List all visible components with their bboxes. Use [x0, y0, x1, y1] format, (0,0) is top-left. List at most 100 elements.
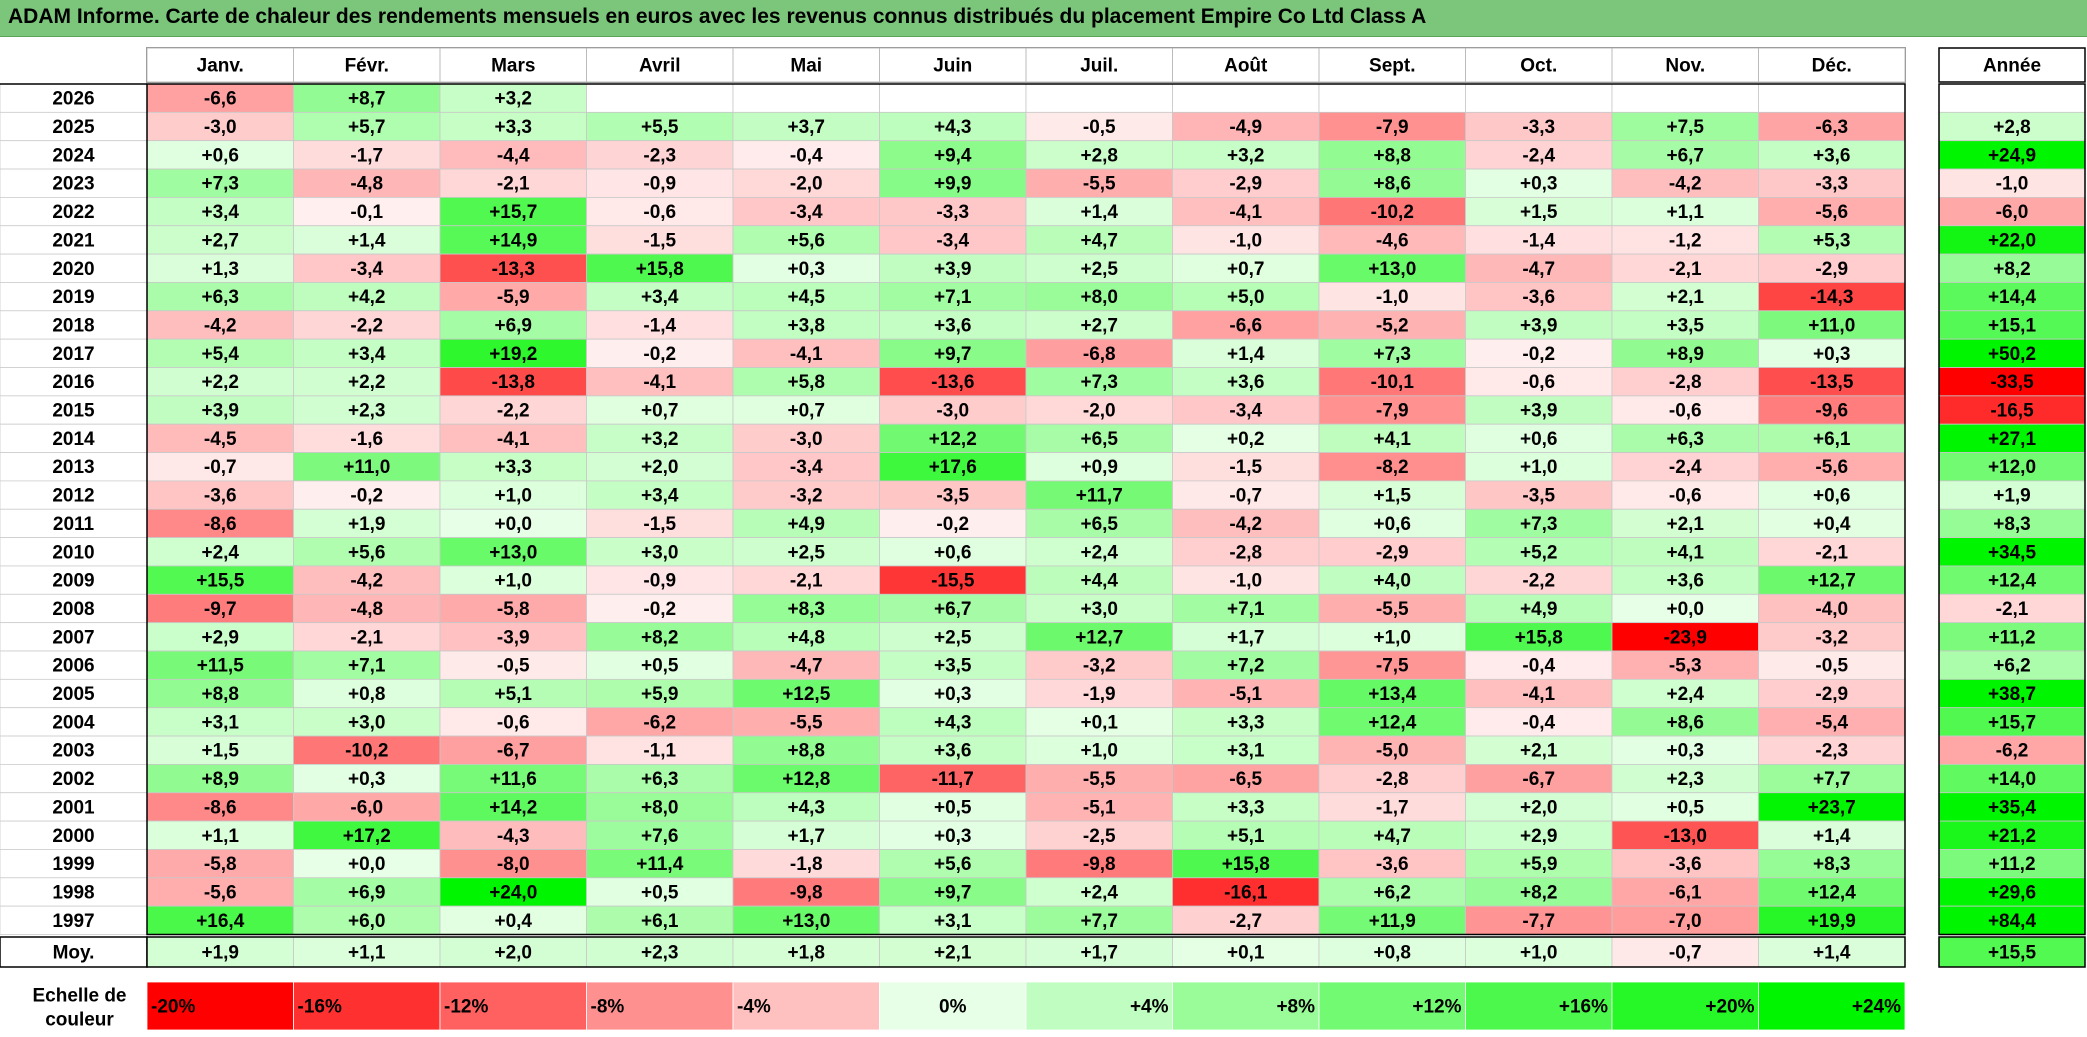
scale-value: -4%	[737, 997, 771, 1018]
chart-title: ADAM Informe. Carte de chaleur des rende…	[8, 5, 1427, 28]
cell-value: -2,1	[497, 174, 530, 195]
heatmap-cell	[439, 423, 587, 453]
heatmap-cell	[1172, 593, 1320, 624]
cell-value: +2,1	[1520, 741, 1558, 762]
cell-value: +8,3	[1813, 854, 1851, 875]
month-header-cell	[1758, 47, 1906, 83]
heatmap-cell	[1318, 111, 1466, 142]
cell-value: -7,9	[1376, 401, 1409, 422]
cell-value: -2,9	[1229, 174, 1262, 195]
annual-cell	[1938, 905, 2086, 935]
scale-swatch	[1611, 981, 1759, 1031]
cell-value: +3,0	[1080, 599, 1118, 620]
annual-value: +12,4	[1988, 571, 2037, 592]
cell-value: -1,9	[1083, 684, 1116, 705]
heatmap-cell	[293, 593, 441, 624]
heatmap-cell	[293, 338, 441, 368]
cell-value: -7,0	[1669, 911, 1702, 932]
heatmap-cell	[732, 225, 880, 255]
cell-value: -1,8	[790, 854, 823, 875]
cell-value: -4,0	[1815, 599, 1848, 620]
cell-value: +1,0	[494, 486, 532, 507]
month-header-label: Août	[1224, 56, 1268, 77]
month-header-label: Juin	[933, 56, 972, 77]
cell-value: -3,2	[1083, 656, 1116, 677]
heatmap-cell	[879, 622, 1027, 652]
cell-value: -13,5	[1810, 372, 1854, 393]
cell-value: -2,4	[1669, 457, 1702, 478]
year-label: 2023	[52, 174, 94, 195]
cell-value: -5,5	[1376, 599, 1409, 620]
heatmap-cell	[586, 764, 734, 794]
cell-value: +15,8	[636, 259, 684, 280]
cell-value: -11,7	[932, 769, 974, 790]
year-label: 2007	[52, 627, 94, 648]
cell-value: -0,2	[643, 344, 676, 365]
scale-value: +24%	[1852, 997, 1901, 1018]
cell-value: -5,1	[1083, 797, 1116, 818]
annual-cell	[1938, 338, 2086, 368]
cell-value: +3,6	[1813, 145, 1851, 166]
heatmap-cell	[1611, 764, 1759, 794]
heatmap-cell	[879, 537, 1027, 567]
cell-value: +4,3	[934, 117, 972, 138]
cell-value: -3,0	[204, 117, 237, 138]
heatmap-cell	[439, 480, 587, 510]
heatmap-cell	[1465, 565, 1613, 595]
cell-value: -3,3	[1522, 117, 1555, 138]
year-cell	[0, 367, 148, 397]
heatmap-cell	[879, 225, 1027, 255]
cell-value: +12,7	[1808, 571, 1856, 592]
cell-value: -4,7	[1522, 259, 1555, 280]
annual-header-cell	[1938, 47, 2086, 83]
cell-value: -5,4	[1815, 712, 1848, 733]
cell-value: +6,5	[1080, 429, 1118, 450]
cell-value: -8,6	[204, 514, 237, 535]
avg-cell	[879, 936, 1027, 968]
cell-value: -16,1	[1224, 882, 1268, 903]
heatmap-cell	[586, 140, 734, 170]
heatmap-cell	[879, 593, 1027, 624]
heatmap-cell	[1611, 565, 1759, 595]
cell-value: -6,1	[1669, 882, 1702, 903]
cell-value: -14,3	[1810, 287, 1853, 308]
annual-value: -1,0	[1996, 174, 2029, 195]
avg-value: +2,0	[494, 943, 532, 964]
year-label: 2003	[52, 741, 94, 762]
heatmap-cell	[1758, 593, 1906, 624]
cell-value: +11,0	[1808, 315, 1855, 336]
heatmap-cell	[146, 168, 294, 198]
heatmap-cell	[1025, 168, 1173, 198]
cell-value: +2,4	[1080, 542, 1118, 563]
avg-value: +2,1	[934, 943, 972, 964]
cell-value: -2,8	[1376, 769, 1409, 790]
avg-annual-value: +15,5	[1988, 943, 2037, 964]
heatmap-cell	[1318, 253, 1466, 283]
cell-value: -0,5	[1815, 656, 1848, 677]
heatmap-cell	[439, 111, 587, 142]
annual-cell	[1938, 849, 2086, 879]
heatmap-cell	[146, 83, 294, 113]
month-header-label: Avril	[639, 56, 681, 77]
cell-value: +4,7	[1080, 230, 1118, 251]
cell-value: +5,0	[1227, 287, 1265, 308]
avg-value: +0,8	[1373, 943, 1411, 964]
cell-value: -1,4	[643, 315, 676, 336]
heatmap-cell	[1465, 905, 1613, 935]
cell-value: +5,3	[1813, 230, 1851, 251]
cell-value: -5,9	[497, 287, 530, 308]
cell-value: +11,5	[197, 656, 244, 677]
heatmap-cell	[1172, 792, 1320, 822]
heatmap-cell	[146, 452, 294, 482]
cell-value: +4,0	[1373, 571, 1411, 592]
scale-swatch	[1465, 981, 1613, 1031]
cell-value: -3,4	[936, 230, 969, 251]
year-cell	[0, 650, 148, 680]
cell-value: +6,0	[348, 911, 386, 932]
heatmap-cell	[1025, 395, 1173, 425]
heatmap-cell	[1465, 877, 1613, 907]
heatmap-cell	[1172, 111, 1320, 142]
year-label: 2009	[52, 571, 94, 592]
cell-value: +1,1	[201, 826, 239, 847]
heatmap-cell	[439, 367, 587, 397]
